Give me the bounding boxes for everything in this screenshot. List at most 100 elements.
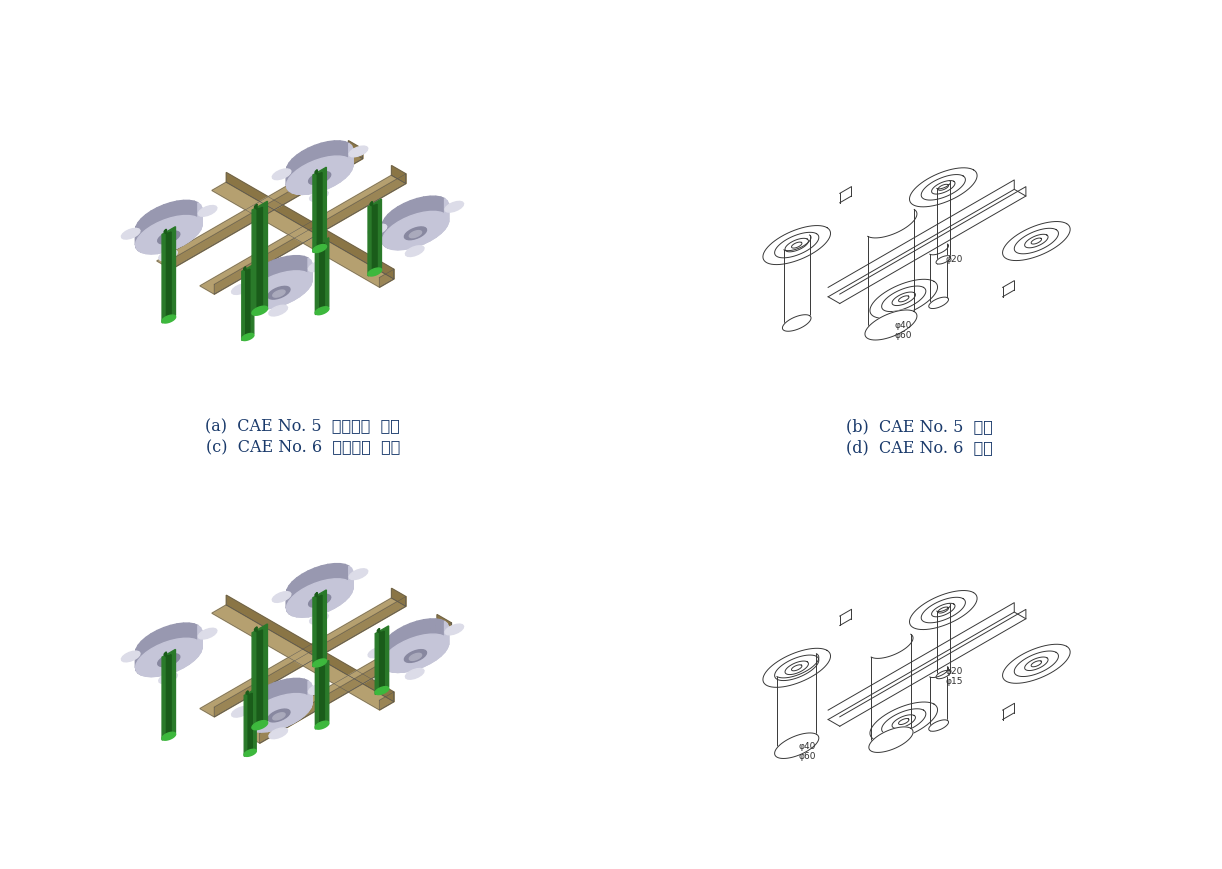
- Polygon shape: [785, 239, 809, 253]
- Polygon shape: [409, 653, 422, 660]
- Polygon shape: [1025, 235, 1048, 249]
- Polygon shape: [385, 216, 389, 234]
- Polygon shape: [441, 198, 445, 215]
- Polygon shape: [159, 673, 177, 684]
- Polygon shape: [252, 693, 255, 712]
- Polygon shape: [392, 235, 398, 250]
- Polygon shape: [248, 713, 252, 731]
- Polygon shape: [1014, 651, 1058, 677]
- Polygon shape: [158, 232, 180, 244]
- Text: φ60: φ60: [799, 751, 816, 760]
- Polygon shape: [368, 225, 386, 235]
- Polygon shape: [299, 679, 304, 694]
- Polygon shape: [214, 597, 406, 717]
- Polygon shape: [314, 567, 321, 584]
- Polygon shape: [335, 142, 340, 157]
- Polygon shape: [308, 146, 314, 164]
- Polygon shape: [257, 717, 262, 732]
- Polygon shape: [368, 269, 381, 276]
- Polygon shape: [385, 232, 389, 249]
- Polygon shape: [382, 634, 448, 673]
- Polygon shape: [314, 144, 321, 162]
- Polygon shape: [385, 654, 389, 671]
- Polygon shape: [136, 234, 138, 251]
- Polygon shape: [391, 166, 406, 184]
- Polygon shape: [164, 652, 171, 739]
- Polygon shape: [929, 720, 948, 732]
- Polygon shape: [892, 715, 915, 728]
- Polygon shape: [445, 624, 463, 635]
- Polygon shape: [382, 229, 385, 247]
- Polygon shape: [145, 239, 152, 255]
- Polygon shape: [177, 230, 183, 249]
- Polygon shape: [389, 656, 392, 673]
- Polygon shape: [200, 212, 202, 230]
- Polygon shape: [447, 630, 448, 649]
- Polygon shape: [308, 681, 310, 699]
- Polygon shape: [348, 144, 352, 162]
- Polygon shape: [348, 578, 352, 597]
- Polygon shape: [321, 596, 327, 614]
- Polygon shape: [121, 229, 141, 240]
- Polygon shape: [145, 212, 152, 230]
- Polygon shape: [164, 626, 170, 643]
- Polygon shape: [164, 658, 170, 675]
- Polygon shape: [262, 717, 268, 732]
- Polygon shape: [411, 621, 417, 639]
- Polygon shape: [292, 578, 297, 597]
- Polygon shape: [445, 634, 447, 653]
- Polygon shape: [142, 638, 145, 657]
- Polygon shape: [171, 149, 363, 270]
- Polygon shape: [183, 227, 189, 246]
- Polygon shape: [198, 626, 200, 643]
- Polygon shape: [136, 223, 138, 242]
- Polygon shape: [189, 223, 194, 242]
- Polygon shape: [441, 637, 445, 656]
- Polygon shape: [1002, 222, 1070, 262]
- Polygon shape: [382, 212, 448, 250]
- Polygon shape: [302, 149, 308, 168]
- Polygon shape: [436, 219, 441, 238]
- Polygon shape: [309, 594, 331, 607]
- Polygon shape: [292, 178, 297, 195]
- Polygon shape: [310, 261, 312, 279]
- Polygon shape: [1031, 661, 1041, 667]
- Polygon shape: [936, 671, 951, 679]
- Polygon shape: [406, 247, 424, 257]
- Polygon shape: [327, 171, 335, 189]
- Polygon shape: [921, 176, 965, 201]
- Polygon shape: [287, 679, 293, 694]
- Polygon shape: [340, 586, 345, 605]
- Polygon shape: [136, 216, 202, 255]
- Polygon shape: [392, 657, 398, 673]
- Polygon shape: [931, 182, 956, 195]
- Polygon shape: [409, 231, 422, 238]
- Polygon shape: [411, 232, 417, 249]
- Polygon shape: [297, 180, 302, 196]
- Polygon shape: [775, 733, 819, 759]
- Polygon shape: [163, 228, 176, 323]
- Polygon shape: [287, 586, 290, 605]
- Polygon shape: [281, 711, 287, 729]
- Polygon shape: [304, 697, 308, 716]
- Polygon shape: [158, 628, 164, 646]
- Polygon shape: [936, 256, 951, 265]
- Polygon shape: [293, 705, 299, 723]
- Polygon shape: [335, 590, 340, 608]
- Polygon shape: [792, 242, 802, 249]
- Polygon shape: [340, 142, 345, 157]
- Polygon shape: [189, 201, 194, 217]
- Polygon shape: [327, 564, 335, 580]
- Polygon shape: [392, 630, 398, 648]
- Polygon shape: [348, 142, 363, 159]
- Polygon shape: [938, 185, 948, 191]
- Polygon shape: [290, 160, 292, 179]
- Polygon shape: [252, 293, 257, 309]
- Text: (a)  CAE No. 5  주조해석  형상: (a) CAE No. 5 주조해석 형상: [205, 418, 401, 434]
- Polygon shape: [138, 641, 142, 660]
- Polygon shape: [252, 307, 268, 316]
- Polygon shape: [318, 663, 324, 728]
- Polygon shape: [262, 686, 268, 705]
- Polygon shape: [252, 715, 257, 732]
- Polygon shape: [404, 202, 411, 220]
